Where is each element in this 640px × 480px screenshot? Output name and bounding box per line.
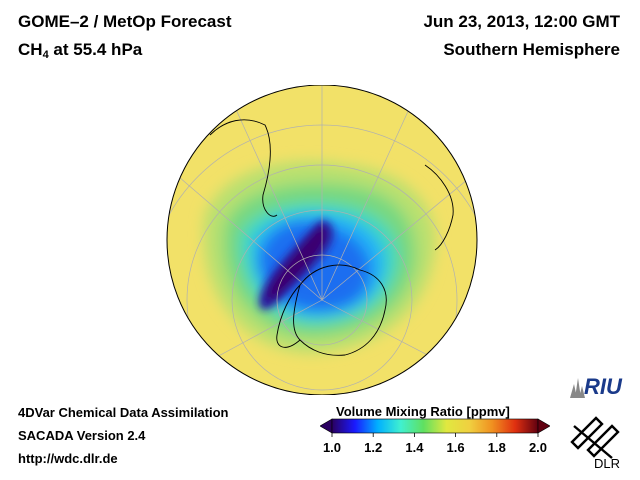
map-title: GOME–2 / MetOp Forecast: [18, 12, 232, 31]
colorbar-tick-label: 1.6: [447, 440, 465, 455]
version-label: SACADA Version 2.4: [18, 428, 146, 443]
polar-globe-map: [166, 85, 478, 395]
pressure-level: at 55.4 hPa: [48, 40, 143, 59]
colorbar-title: Volume Mixing Ratio [ppmv]: [336, 404, 510, 419]
colorbar-tick-label: 2.0: [529, 440, 547, 455]
colorbar-min-arrow: [320, 418, 333, 434]
colorbar: 1.0 1.2 1.4 1.6 1.8 2.0: [320, 418, 550, 455]
colorbar-tick-label: 1.2: [364, 440, 382, 455]
dlr-logo: DLR: [570, 416, 620, 471]
colorbar-tick-label: 1.8: [488, 440, 506, 455]
riu-logo: RIU: [570, 374, 623, 399]
forecast-date: Jun 23, 2013, 12:00 GMT: [423, 12, 620, 31]
dlr-logo-text: DLR: [594, 456, 620, 471]
globe-outline: [166, 85, 478, 395]
colorbar-gradient: [331, 418, 539, 434]
colorbar-max-arrow: [537, 418, 550, 434]
website-link[interactable]: http://wdc.dlr.de: [18, 451, 118, 466]
species-level-label: CH4 at 55.4 hPa: [18, 40, 142, 61]
species-subscript: 4: [42, 49, 49, 61]
assimilation-label: 4DVar Chemical Data Assimilation: [18, 405, 229, 420]
species-name: CH: [18, 40, 43, 59]
riu-logo-text: RIU: [584, 374, 623, 399]
colorbar-tick-label: 1.0: [323, 440, 341, 455]
colorbar-tick-label: 1.4: [405, 440, 424, 455]
coastlines: [209, 119, 454, 356]
hemisphere-label: Southern Hemisphere: [443, 40, 620, 59]
